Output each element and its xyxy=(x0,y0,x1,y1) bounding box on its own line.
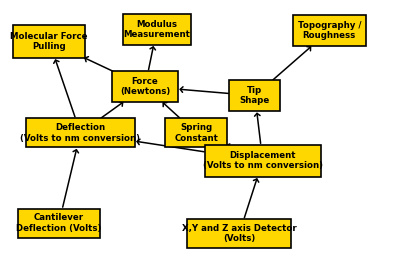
FancyBboxPatch shape xyxy=(13,25,85,58)
FancyBboxPatch shape xyxy=(26,118,135,147)
Text: Tip
Shape: Tip Shape xyxy=(240,86,270,105)
FancyBboxPatch shape xyxy=(165,118,228,147)
Text: Displacement
(Volts to nm conversion): Displacement (Volts to nm conversion) xyxy=(203,151,323,170)
Text: X,Y and Z axis Detector
(Volts): X,Y and Z axis Detector (Volts) xyxy=(182,224,296,243)
FancyBboxPatch shape xyxy=(230,80,280,111)
FancyBboxPatch shape xyxy=(293,15,366,46)
Text: Force
(Newtons): Force (Newtons) xyxy=(120,77,170,96)
Text: Topography /
Roughness: Topography / Roughness xyxy=(298,21,361,40)
Text: Cantilever
Deflection (Volts): Cantilever Deflection (Volts) xyxy=(16,214,102,233)
Text: Deflection
(Volts to nm conversion): Deflection (Volts to nm conversion) xyxy=(20,123,140,143)
FancyBboxPatch shape xyxy=(187,219,291,248)
Text: Molecular Force
Pulling: Molecular Force Pulling xyxy=(10,31,88,51)
FancyBboxPatch shape xyxy=(122,14,191,44)
Text: Spring
Constant: Spring Constant xyxy=(174,123,218,143)
FancyBboxPatch shape xyxy=(205,145,320,177)
FancyBboxPatch shape xyxy=(18,209,100,238)
FancyBboxPatch shape xyxy=(112,71,178,102)
Text: Modulus
Measurement: Modulus Measurement xyxy=(124,20,190,39)
